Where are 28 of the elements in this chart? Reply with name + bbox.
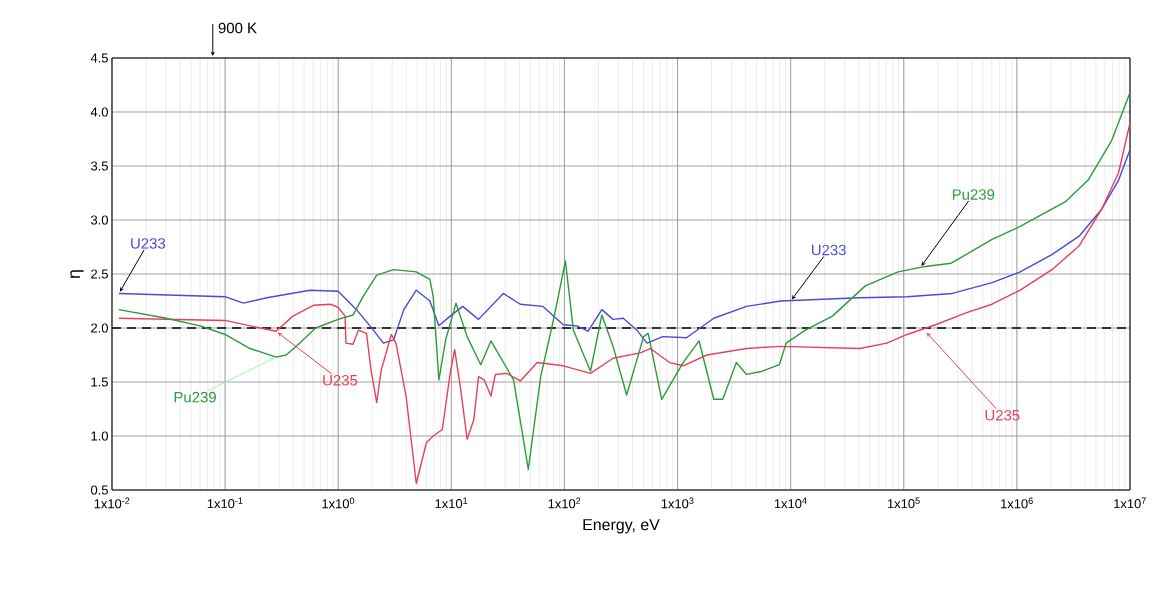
y-tick-label: 1.5 xyxy=(91,377,108,387)
y-axis-title: η xyxy=(70,270,84,279)
series-label: U235 xyxy=(323,374,358,386)
y-tick-label: 4.0 xyxy=(90,107,108,117)
x-tick-label: 1x10$^{7}$ xyxy=(1114,497,1146,509)
x-tick-label: 1x10$^{-2}$ xyxy=(94,497,130,509)
x-tick-label: 1x10$^{2}$ xyxy=(548,497,581,509)
x-tick-label: 1x10$^{6}$ xyxy=(1001,497,1033,509)
x-tick-label: 1x10$^{1}$ xyxy=(435,497,468,509)
x-tick-label: 1x10$^{-1}$ xyxy=(207,497,243,509)
y-tick-label: 4.5 xyxy=(90,53,108,63)
text: 900 K xyxy=(218,22,257,34)
annotation: Pu239 xyxy=(952,189,995,200)
x-tick-label: 1x10$^{3}$ xyxy=(661,497,694,509)
y-tick-label: 3.0 xyxy=(90,215,108,225)
y-tick-label: 2.0 xyxy=(91,323,108,333)
y-tick-label: 0.5 xyxy=(90,485,108,495)
x-tick-label: 1x10$^{5}$ xyxy=(887,497,920,509)
y-tick-label: 1.0 xyxy=(91,431,108,441)
y-tick-label: 2.5 xyxy=(91,269,108,279)
text: U233 xyxy=(131,238,166,249)
x-tick-label: 1x10$^{0}$ xyxy=(322,497,355,509)
annotation: U235 xyxy=(985,409,1020,421)
x-axis-title: Energy, eV xyxy=(583,519,660,534)
text: Pu239 xyxy=(174,391,216,403)
y-tick-label: 3.5 xyxy=(90,161,108,171)
annotation: U233 xyxy=(811,244,846,256)
x-tick-label: 1x10$^{4}$ xyxy=(774,497,807,509)
